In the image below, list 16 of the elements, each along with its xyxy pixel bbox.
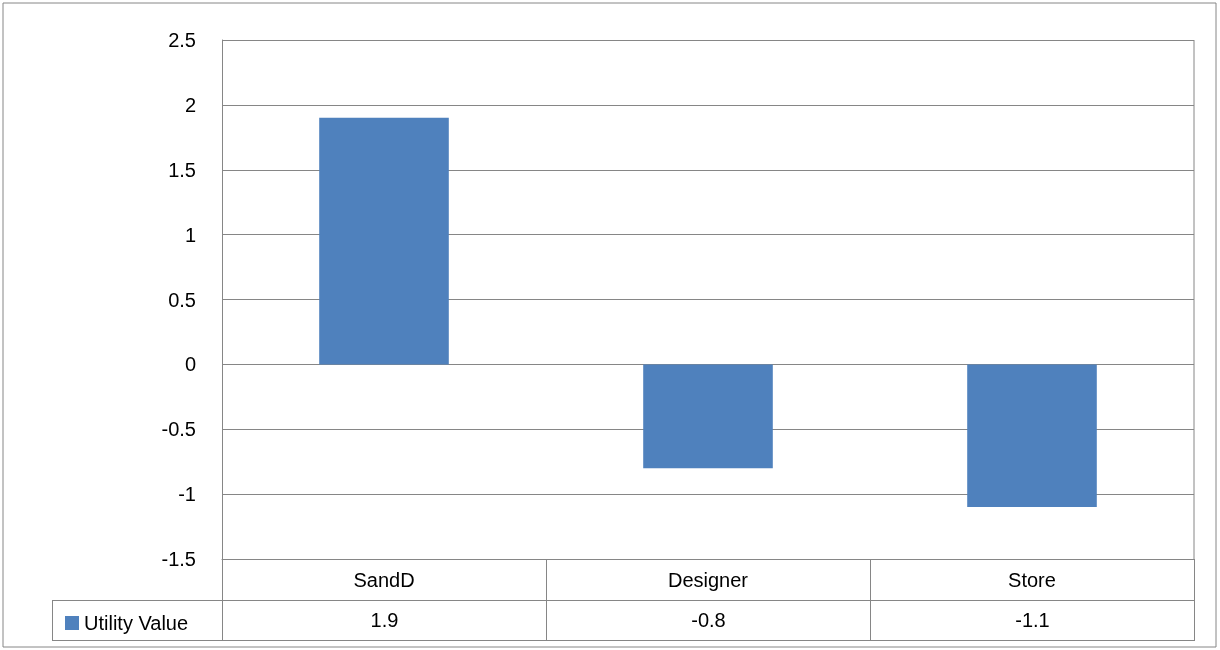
y-tick-label: -1	[178, 483, 196, 506]
x-tick-label: SandD	[353, 569, 415, 591]
x-tick-label: Designer	[667, 569, 749, 591]
legend-label: Utility Value	[84, 612, 189, 634]
y-tick-label: 1.5	[168, 158, 196, 181]
y-tick-label: -0.5	[161, 418, 196, 441]
data-label: -0.8	[546, 600, 871, 641]
y-tick-label: 2.5	[168, 29, 196, 51]
data-label: -1.1	[870, 600, 1195, 641]
data-label: 1.9	[222, 600, 547, 641]
y-tick-label: 0.5	[168, 288, 196, 311]
y-tick-label: 0	[184, 353, 196, 376]
y-tick-label: 2	[184, 93, 196, 116]
y-tick-label: -1.5	[161, 548, 196, 570]
x-tick-label: Store	[1008, 569, 1056, 591]
y-tick-label: 1	[184, 223, 196, 246]
